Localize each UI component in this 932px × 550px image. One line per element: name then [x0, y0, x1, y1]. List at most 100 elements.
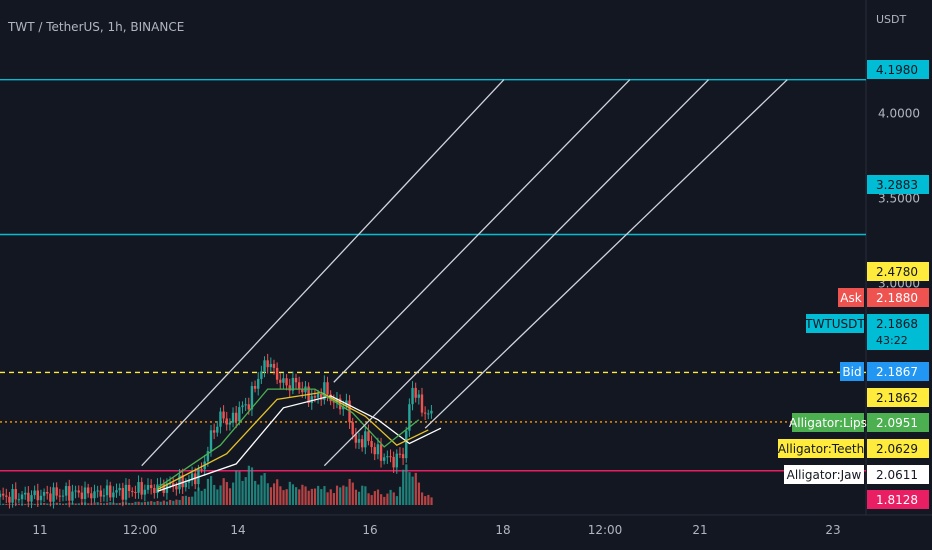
price-badge: 3.2883: [867, 175, 929, 194]
candle-body: [247, 404, 250, 410]
candle-body: [140, 482, 143, 495]
volume-bar: [376, 489, 380, 505]
volume-bar: [147, 501, 150, 505]
volume-bar: [263, 473, 266, 505]
volume-bar: [124, 502, 128, 505]
price-badge-box: [867, 439, 929, 458]
volume-bar: [5, 503, 8, 505]
volume-bar: [232, 482, 235, 505]
candle-body: [269, 363, 273, 368]
candle-body: [405, 430, 408, 459]
volume-bar: [392, 492, 395, 505]
candle-body: [367, 431, 370, 442]
candle-body: [58, 495, 62, 497]
volume-bar: [58, 503, 62, 505]
candle-body: [134, 492, 137, 494]
price-axis-unit: USDT: [876, 13, 907, 26]
candle-body: [241, 405, 244, 408]
volume-bar: [118, 502, 121, 505]
volume-bar: [285, 489, 288, 505]
candle-body: [90, 493, 93, 499]
volume-bar: [402, 469, 405, 505]
candle-body: [159, 484, 162, 486]
volume-bar: [301, 484, 304, 505]
candle-body: [86, 487, 90, 494]
price-tick-label: 3.5000: [878, 191, 920, 205]
price-badge-value: 1.8128: [876, 493, 918, 507]
volume-bar: [187, 496, 191, 505]
volume-bar: [424, 496, 427, 505]
price-badge: 1.8128: [867, 490, 929, 509]
volume-bar: [169, 499, 172, 505]
channel-line: [323, 79, 710, 467]
volume-bar: [46, 503, 49, 505]
candle-body: [272, 363, 276, 368]
volume-bar: [24, 503, 27, 505]
volume-bar: [228, 488, 232, 505]
candle-body: [61, 495, 65, 497]
price-badge-label-box: [838, 288, 864, 307]
volume-bar: [102, 503, 106, 505]
price-badge-box: [867, 175, 929, 194]
volume-bar: [348, 478, 351, 505]
price-badge-label-box: [784, 465, 864, 484]
candle-body: [27, 492, 30, 502]
price-badge-value: 2.4780: [876, 265, 918, 279]
candle-body: [96, 490, 99, 492]
price-badge: 2.0611 Alligator:Jaw: [784, 465, 929, 484]
price-badge: 2.1880 Ask: [838, 288, 929, 307]
volume-bar: [430, 497, 433, 505]
candle-body: [294, 377, 298, 383]
candle-body: [370, 441, 373, 448]
price-badge-label: Alligator:Jaw: [787, 468, 862, 482]
volume-bar: [194, 491, 197, 505]
volume-bar: [109, 502, 112, 505]
volume-bar: [216, 489, 219, 505]
candle-body: [5, 495, 8, 497]
candle-body: [112, 492, 115, 498]
channel-line: [424, 79, 788, 429]
volume-bar: [238, 471, 241, 505]
volume-bar: [134, 501, 137, 505]
price-badge-value: 2.0611: [876, 468, 918, 482]
candle-body: [244, 404, 247, 406]
candle-body: [109, 485, 112, 498]
candle-body: [253, 386, 257, 389]
volume-bar: [241, 480, 244, 505]
candle-body: [401, 454, 405, 459]
volume-bar: [254, 480, 257, 505]
price-badge-box: [867, 314, 929, 350]
candle-body: [257, 378, 260, 389]
volume-bar: [74, 503, 77, 505]
price-badge-box: [867, 465, 929, 484]
volume-bar: [181, 496, 184, 505]
price-badge-box: [867, 413, 929, 432]
volume-bar: [272, 483, 276, 505]
price-badge-box: [867, 288, 929, 307]
volume-bar: [213, 484, 216, 505]
candle-body: [156, 484, 159, 494]
volume-bar: [93, 502, 96, 505]
time-tick-label: 23: [825, 523, 840, 537]
candle-body: [288, 385, 291, 391]
volume-bar: [351, 482, 354, 505]
candle-body: [209, 430, 213, 452]
volume-bar: [162, 500, 165, 505]
candle-body: [36, 490, 39, 501]
candle-body: [83, 487, 87, 499]
price-badge-box: [867, 362, 929, 381]
candle-body: [250, 386, 254, 410]
candle-body: [80, 492, 84, 499]
candle-body: [382, 457, 386, 461]
candle-body: [17, 499, 21, 501]
candle-body: [146, 485, 150, 490]
volume-bar: [143, 502, 147, 505]
candle-body: [389, 456, 392, 458]
candle-body: [68, 486, 71, 501]
time-tick-label: 16: [362, 523, 377, 537]
candle-body: [310, 396, 313, 404]
price-badge-label-box: [792, 413, 864, 432]
price-badge-value: 2.1868: [876, 317, 918, 331]
